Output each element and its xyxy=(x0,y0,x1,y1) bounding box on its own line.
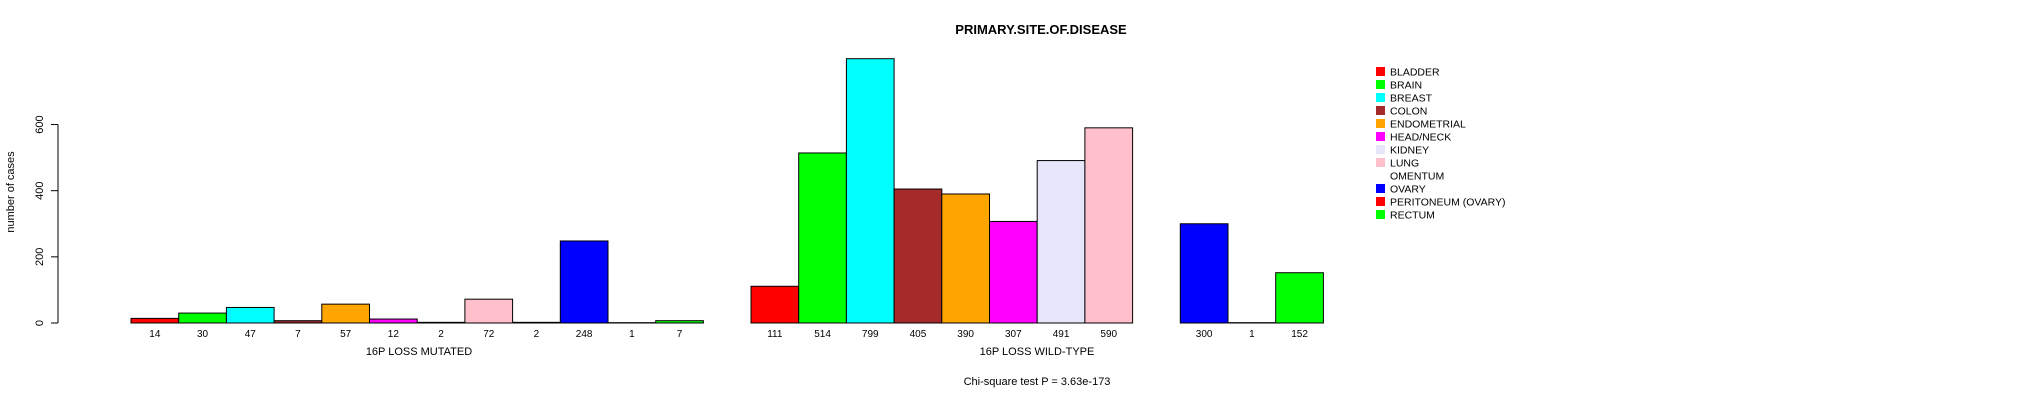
legend-entry: LUNG xyxy=(1390,158,1419,170)
legend: BLADDERBRAINBREASTCOLONENDOMETRIALHEAD/N… xyxy=(1376,67,1506,222)
legend-swatch xyxy=(1376,210,1385,219)
bar xyxy=(369,318,418,324)
legend-swatch xyxy=(1376,184,1385,193)
bar xyxy=(1084,127,1134,324)
bar-value-label: 405 xyxy=(910,329,927,340)
bar-group-16p-loss-wild-type: 111 514 799 405 390 307 491 590 300 1 152 xyxy=(750,58,1324,340)
group-label-wild-type: 16P LOSS WILD-TYPE xyxy=(980,346,1095,358)
bar xyxy=(464,298,514,324)
bar-value-label: 491 xyxy=(1053,329,1070,340)
chart-title: PRIMARY.SITE.OF.DISEASE xyxy=(955,22,1127,37)
group-label-mutated: 16P LOSS MUTATED xyxy=(366,346,472,358)
legend-entry: BREAST xyxy=(1390,93,1433,105)
legend-swatch xyxy=(1376,106,1385,115)
bar-value-label: 390 xyxy=(957,329,974,340)
legend-swatch xyxy=(1376,80,1385,89)
bar-value-label: 1 xyxy=(629,329,635,340)
legend-swatch xyxy=(1376,132,1385,141)
bar xyxy=(845,58,895,324)
bar-value-label: 57 xyxy=(340,329,352,340)
bar-value-label: 14 xyxy=(149,329,161,340)
y-axis-label: number of cases xyxy=(5,151,17,233)
bar xyxy=(1179,223,1229,324)
legend-swatch xyxy=(1376,145,1385,154)
bar xyxy=(321,303,370,324)
bar xyxy=(1275,272,1324,324)
legend-entry: BRAIN xyxy=(1390,80,1422,92)
bar-value-label: 12 xyxy=(388,329,400,340)
bar-value-label: 152 xyxy=(1291,329,1308,340)
chi-square-footnote: Chi-square test P = 3.63e-173 xyxy=(964,376,1111,388)
bar xyxy=(225,306,275,324)
y-tick-label: 0 xyxy=(34,320,46,326)
legend-entry: RECTUM xyxy=(1390,210,1435,222)
legend-entry: ENDOMETRIAL xyxy=(1390,119,1466,131)
bar xyxy=(893,188,943,324)
bar-value-label: 307 xyxy=(1005,329,1022,340)
bar-value-label: 47 xyxy=(245,329,257,340)
bar-value-label: 111 xyxy=(767,329,783,340)
bar xyxy=(130,317,180,324)
bar xyxy=(655,320,704,324)
legend-swatch xyxy=(1376,119,1385,128)
bar xyxy=(989,220,1038,324)
bar-value-label: 248 xyxy=(576,329,593,340)
y-tick-label: 600 xyxy=(34,115,46,133)
bar-value-label: 1 xyxy=(1249,329,1255,340)
bar xyxy=(1036,160,1086,324)
bar-group-16p-loss-mutated: 14 30 47 7 57 12 2 72 2 248 1 7 xyxy=(130,240,704,340)
legend-swatch xyxy=(1376,93,1385,102)
bar-value-label: 7 xyxy=(295,329,301,340)
legend-entry: KIDNEY xyxy=(1390,145,1429,157)
legend-swatch xyxy=(1376,197,1385,206)
bar xyxy=(178,312,227,324)
bar xyxy=(273,320,323,324)
legend-entry: HEAD/NECK xyxy=(1390,132,1451,144)
bar xyxy=(941,193,990,324)
bar-value-label: 2 xyxy=(534,329,540,340)
bar-value-label: 30 xyxy=(197,329,209,340)
legend-swatch xyxy=(1376,158,1385,167)
bar-value-label: 799 xyxy=(862,329,879,340)
legend-entry: OVARY xyxy=(1390,184,1426,196)
bar-value-label: 2 xyxy=(438,329,444,340)
legend-entry: COLON xyxy=(1390,106,1427,118)
legend-swatch xyxy=(1376,67,1385,76)
legend-entry: BLADDER xyxy=(1390,67,1440,79)
bar-value-label: 590 xyxy=(1100,329,1117,340)
y-tick-label: 400 xyxy=(34,182,46,200)
bar xyxy=(416,321,466,324)
bar xyxy=(750,285,800,324)
y-axis: 0 200 400 600 xyxy=(34,115,59,326)
bar xyxy=(512,321,561,324)
bar xyxy=(798,152,847,324)
legend-entry: PERITONEUM (OVARY) xyxy=(1390,197,1506,209)
bar-value-label: 300 xyxy=(1196,329,1213,340)
legend-entry: OMENTUM xyxy=(1390,171,1444,183)
bar-value-label: 7 xyxy=(677,329,683,340)
bar xyxy=(559,240,609,324)
bar-value-label: 514 xyxy=(814,329,831,340)
bar-value-label: 72 xyxy=(483,329,495,340)
y-tick-label: 200 xyxy=(34,248,46,266)
